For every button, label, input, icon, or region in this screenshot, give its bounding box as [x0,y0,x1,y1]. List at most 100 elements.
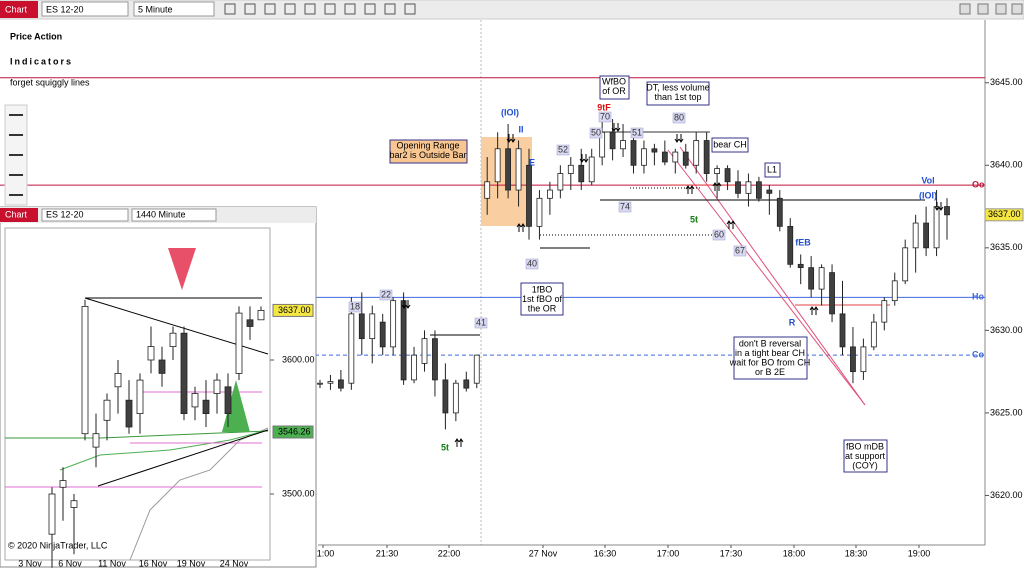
toolbar-icon[interactable] [364,3,376,15]
inset-interval: 1440 Minute [136,209,186,219]
inset-instrument-select[interactable] [41,208,129,222]
candle-body [839,313,846,348]
candle-body [494,148,501,183]
bar-number: 51 [632,127,642,137]
toolbar-icon[interactable] [324,3,336,15]
candle-body [213,379,221,394]
annotation-text: 9tF [597,102,611,112]
y-tick-label: 3620.00 [990,490,1023,500]
toolbar-icon[interactable] [344,3,356,15]
bar-number-tag [474,317,488,329]
candle-body [944,206,950,216]
title: Price Action [10,31,62,41]
bar-number-tag [618,201,632,213]
chart-tab [0,1,38,18]
window-button[interactable] [1011,3,1023,15]
inset-price-tag-label: 3637.00 [278,305,311,315]
candle-body [369,313,376,340]
candle-body [411,354,417,381]
annotation-text: (COY) [852,460,878,470]
y-tick-label: 3640.00 [990,160,1023,170]
candle-body [92,433,100,448]
level-label: Ho [972,292,984,302]
candle-body [641,148,647,166]
candle-body [912,222,919,249]
bar-number: 60 [714,229,724,239]
toolbar-icon[interactable] [304,3,316,15]
candle-body [463,379,470,389]
candle-body [114,372,122,388]
annotation-box [646,81,710,106]
candle-body [818,267,825,290]
arrow-icon [611,123,621,132]
candle-body [59,480,67,488]
arrow-icon [674,134,684,143]
candle-body [169,332,177,348]
annotation-text: WfBO [602,76,626,86]
arrow-icon [685,185,695,194]
annotation-text: L1 [767,164,777,174]
toolbar-icon[interactable] [384,3,396,15]
candle-body [317,382,323,385]
annotation-text: (IOI) [919,190,937,200]
annotation-text: E [529,157,535,167]
candle-body [257,310,265,321]
candle-body [224,386,232,414]
instrument-select[interactable] [41,1,129,17]
bar-number-tag [712,229,726,241]
inset-instrument: ES 12-20 [46,209,84,219]
candle-body [776,197,783,227]
annotation-text: 5t [690,214,698,224]
annotation-text: 1fBO [532,284,553,294]
candle-body [588,156,595,183]
annotation-box [389,139,468,164]
candle-body [724,168,731,183]
inset-interval-select[interactable] [131,208,217,222]
annotation-text: fEB [795,237,811,247]
annotation-text: (IOI) [501,107,519,117]
x-tick-label: 17:00 [657,548,680,558]
toolbar-icon[interactable] [284,3,296,15]
level-label: Co [972,350,984,360]
candle-body [557,173,564,191]
annotation-text: bar2 is Outside Bar [389,150,466,160]
window-button[interactable] [995,3,1007,15]
annotation-text: 1st fBO of [522,294,563,304]
candle-body [567,164,574,174]
drawn-line [679,146,866,406]
candle-body [103,399,111,421]
bar-number-tag [379,289,393,301]
candle-body [358,313,365,340]
toolbar-bg [0,0,1024,20]
window-button[interactable] [959,3,971,15]
annotation-text: Opening Range [396,140,459,150]
window-button[interactable] [977,3,989,15]
arrow-icon [454,438,464,447]
inset-x-tick-label: 11 Nov [98,558,126,568]
candle-body [515,148,522,191]
price-tag [984,208,1024,222]
bar-number: 41 [476,317,486,327]
candle-body [756,181,762,199]
candle-body [745,181,752,194]
toolbar-icon[interactable] [404,3,416,15]
note: forget squiggly lines [10,77,90,87]
candle-body [158,359,166,374]
arrow-icon [726,220,736,229]
interval-select[interactable] [133,1,215,17]
y-tick-label: 3645.00 [990,77,1023,87]
candle-body [808,267,815,290]
candle-body [81,305,89,435]
toolbar-icon[interactable] [224,3,236,15]
arrow-icon [579,154,589,163]
candle-body [703,140,710,174]
toolbar-icon[interactable] [264,3,276,15]
toolbar-icon[interactable] [244,3,256,15]
drawn-line [667,149,866,406]
candle-body [881,300,888,323]
x-tick-label: 16:30 [594,548,617,558]
candle-body [432,338,438,381]
arrow-icon [712,182,722,191]
level-label: Oo [972,179,985,189]
